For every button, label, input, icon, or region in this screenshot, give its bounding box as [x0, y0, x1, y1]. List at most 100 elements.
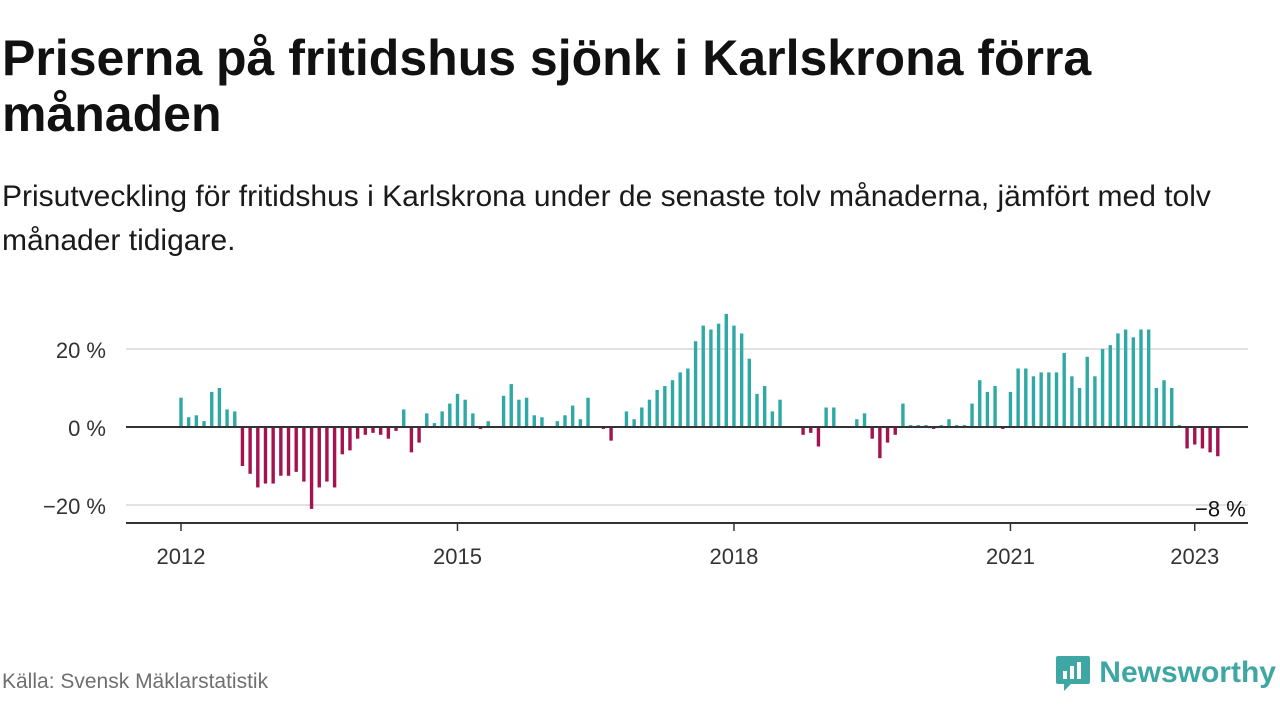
bar	[302, 427, 306, 482]
x-tick-label: 2021	[986, 544, 1035, 569]
bar	[716, 323, 721, 427]
bar	[1131, 337, 1136, 427]
bar	[878, 427, 882, 459]
bar	[463, 399, 467, 427]
bar	[217, 388, 222, 427]
bar	[870, 427, 874, 439]
bar	[386, 427, 391, 439]
bar	[1047, 372, 1051, 427]
bar	[586, 397, 590, 427]
bar	[1031, 376, 1036, 427]
bar	[179, 397, 183, 427]
bar	[294, 427, 298, 472]
bar	[186, 417, 191, 427]
bar	[240, 427, 245, 466]
bar	[1116, 333, 1120, 427]
bar	[1108, 345, 1112, 427]
bar	[448, 403, 452, 427]
bar	[655, 389, 659, 427]
bar	[978, 380, 982, 427]
bar	[402, 409, 406, 427]
bar	[709, 329, 713, 427]
bar	[486, 421, 490, 427]
bar	[210, 391, 214, 427]
bar	[885, 427, 890, 443]
bar	[540, 417, 544, 427]
bar	[686, 368, 690, 427]
bar	[1193, 427, 1197, 445]
bar	[563, 415, 567, 427]
bar	[1123, 329, 1128, 427]
bar	[532, 415, 536, 427]
bar	[1216, 427, 1220, 457]
bar	[233, 411, 237, 427]
bar	[1085, 356, 1089, 427]
chart-subtitle: Prisutveckling för fritidshus i Karlskro…	[2, 180, 1211, 257]
bar-chart: 20 % 0 % −20 % 2012 2015 2018 2021 2023 −8 %	[43, 313, 1248, 569]
bar	[1185, 427, 1189, 449]
bar	[279, 427, 283, 476]
bar	[647, 399, 652, 427]
bar	[256, 427, 260, 488]
bar	[1077, 388, 1082, 427]
bar	[862, 413, 867, 427]
bar	[901, 403, 905, 427]
x-tick-label: 2018	[709, 544, 758, 569]
bar	[993, 386, 997, 427]
bar	[1208, 427, 1212, 453]
bar	[417, 427, 421, 443]
bar	[509, 384, 513, 427]
bar	[1162, 380, 1166, 427]
bar	[640, 407, 644, 427]
bar	[263, 427, 268, 484]
bar	[1146, 329, 1151, 427]
bar	[202, 421, 206, 427]
bar	[632, 419, 636, 427]
bar	[363, 427, 368, 435]
bar	[755, 393, 759, 427]
bar	[225, 409, 229, 427]
bar	[440, 411, 444, 427]
y-tick-label: 20 %	[56, 338, 106, 363]
bar	[1062, 352, 1066, 427]
bar	[471, 413, 475, 427]
newsworthy-logo-icon	[1056, 656, 1091, 691]
bar	[1016, 368, 1020, 427]
bar	[1100, 349, 1105, 427]
bar	[340, 427, 344, 455]
bar	[1008, 391, 1013, 427]
bar	[701, 325, 705, 427]
bar	[985, 391, 990, 427]
bar	[194, 415, 199, 427]
bar	[332, 427, 337, 488]
x-tick-label: 2023	[1170, 544, 1219, 569]
bar	[1093, 376, 1097, 427]
y-tick-label: −20 %	[43, 494, 106, 519]
bar	[1024, 368, 1028, 427]
brand[interactable]: Newsworthy	[1055, 654, 1276, 692]
bar	[286, 427, 291, 476]
source-note: Källa: Svensk Mäklarstatistik	[2, 670, 269, 693]
bar	[524, 397, 529, 427]
bar	[678, 372, 682, 427]
bar	[1070, 376, 1074, 427]
bar	[693, 341, 698, 427]
bar	[555, 421, 560, 427]
bar	[809, 427, 813, 433]
chart-title: Priserna på fritidshus sjönk i Karlskron…	[2, 30, 1092, 142]
bar	[609, 427, 613, 441]
bar	[501, 395, 506, 427]
bar	[832, 407, 836, 427]
x-axis-ticks: 2012 2015 2018 2021 2023	[157, 523, 1219, 569]
bar	[824, 407, 828, 427]
bar	[1054, 372, 1059, 427]
bar	[816, 427, 821, 447]
bars	[179, 313, 1220, 509]
x-tick-label: 2015	[433, 544, 482, 569]
bar	[409, 427, 414, 453]
bar	[1200, 427, 1205, 449]
bar	[455, 393, 460, 427]
bar	[1170, 388, 1174, 427]
bar	[747, 358, 752, 427]
bar	[770, 411, 775, 427]
